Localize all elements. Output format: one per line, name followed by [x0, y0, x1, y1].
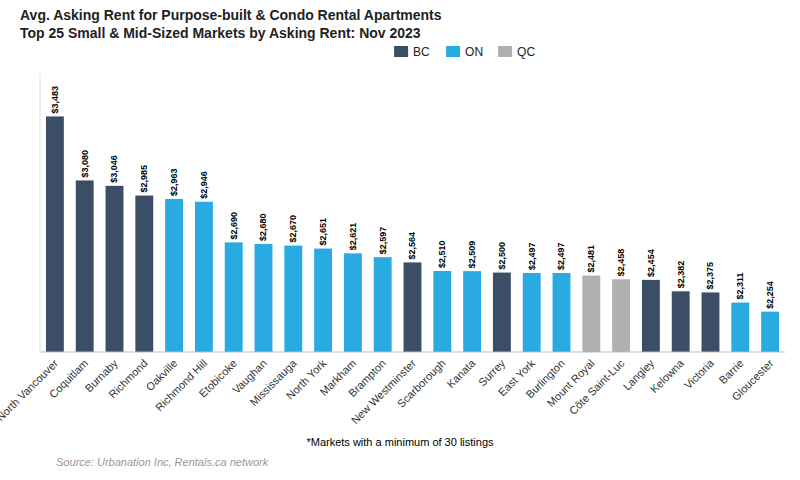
data-label: $2,670 — [288, 215, 298, 243]
data-label: $2,458 — [616, 249, 626, 277]
bar — [374, 257, 392, 352]
legend-label: BC — [413, 45, 430, 59]
data-label: $2,497 — [557, 243, 567, 271]
bar — [612, 279, 630, 352]
x-tick-label: Coquitlam — [47, 357, 91, 401]
bar — [225, 242, 243, 352]
x-tick-label: Richmond Hill — [153, 357, 209, 413]
data-label: $2,946 — [199, 171, 209, 199]
bar — [135, 196, 153, 352]
bar — [106, 186, 124, 352]
subtitle: Top 25 Small & Mid-Sized Markets by Aski… — [20, 25, 421, 41]
data-label: $2,597 — [378, 227, 388, 255]
data-label: $2,382 — [676, 261, 686, 289]
bar — [284, 246, 302, 352]
data-label: $2,510 — [437, 240, 447, 268]
x-tick-label: Gloucester — [729, 357, 775, 403]
bar — [642, 280, 660, 352]
data-label: $2,985 — [139, 165, 149, 193]
source: Source: Urbanation Inc, Rentals.ca netwo… — [56, 456, 269, 468]
bar — [195, 202, 213, 352]
data-label: $2,509 — [467, 241, 477, 269]
data-label: $2,497 — [527, 243, 537, 271]
data-label: $3,483 — [50, 86, 60, 114]
legend-label: QC — [517, 45, 535, 59]
data-label: $2,680 — [259, 213, 269, 241]
data-label: $2,621 — [348, 223, 358, 251]
bar — [344, 253, 362, 352]
data-label: $3,046 — [110, 155, 120, 183]
footnote: *Markets with a minimum of 30 listings — [306, 436, 494, 448]
bar — [165, 199, 183, 352]
x-tick-label: Kanata — [444, 356, 478, 390]
x-tick-label: Etobicoke — [196, 357, 239, 400]
data-label: $2,651 — [318, 218, 328, 246]
data-label: $2,254 — [765, 281, 775, 309]
bar — [493, 273, 511, 352]
title: Avg. Asking Rent for Purpose-built & Con… — [20, 7, 442, 23]
bar — [731, 303, 749, 352]
x-tick-labels: North VancouverCoquitlamBurnabyRichmondO… — [0, 356, 776, 426]
bar — [76, 180, 94, 352]
legend-swatch — [498, 46, 512, 57]
legend: BC ON QC — [394, 45, 535, 59]
bar — [672, 291, 690, 352]
bar — [404, 262, 422, 352]
bar — [582, 276, 600, 352]
legend-label: ON — [465, 45, 483, 59]
data-label: $2,481 — [586, 245, 596, 273]
bar — [761, 312, 779, 352]
data-label: $2,963 — [169, 168, 179, 196]
bar — [46, 116, 64, 352]
bar — [463, 271, 481, 352]
bar — [433, 271, 451, 352]
chart: Avg. Asking Rent for Purpose-built & Con… — [0, 0, 800, 480]
x-tick-label: Scarborough — [395, 357, 448, 410]
data-label: $2,500 — [497, 242, 507, 270]
data-label: $2,375 — [706, 262, 716, 290]
x-tick-label: Côte Saint-Luc — [567, 357, 627, 417]
x-tick-label: Victoria — [682, 356, 717, 391]
data-label: $2,454 — [646, 249, 656, 277]
data-label: $2,311 — [735, 273, 745, 300]
x-axis-line — [40, 352, 785, 353]
legend-swatch — [394, 46, 408, 57]
bar — [553, 273, 571, 352]
bars — [46, 116, 779, 352]
data-label: $2,690 — [229, 212, 239, 240]
y-axis-line — [40, 74, 41, 352]
data-labels: $3,483 $3,080 $3,046 $2,985 $2,963 $2,946 $2,6… — [50, 86, 775, 309]
data-label: $3,080 — [80, 150, 90, 178]
bar — [702, 292, 720, 352]
legend-swatch — [446, 46, 460, 57]
bar — [523, 273, 541, 352]
data-label: $2,564 — [408, 232, 418, 260]
bar — [314, 249, 332, 352]
x-tick-label: Richmond — [106, 357, 150, 401]
bar — [255, 244, 273, 352]
x-tick-label: Kelowna — [648, 356, 687, 395]
